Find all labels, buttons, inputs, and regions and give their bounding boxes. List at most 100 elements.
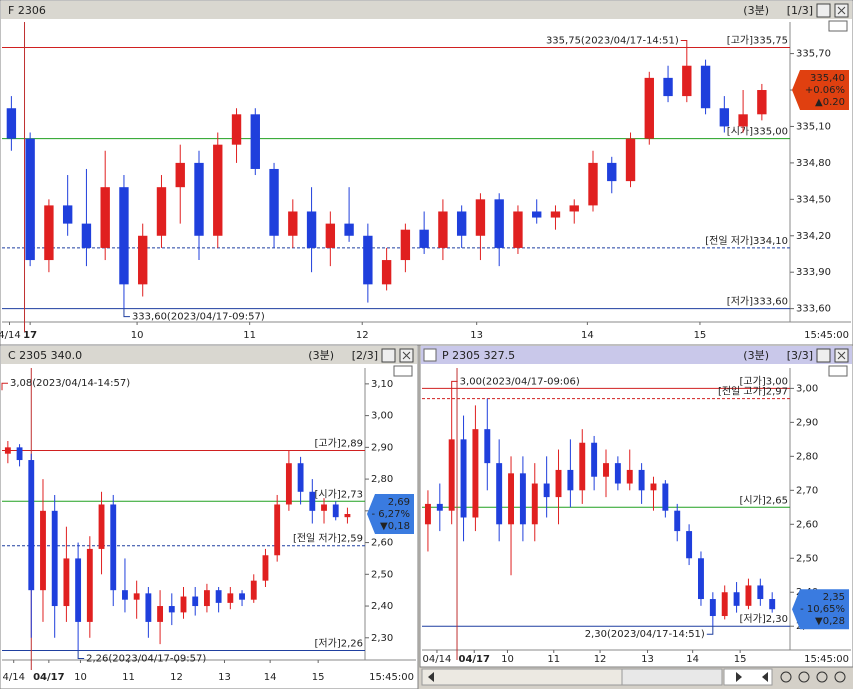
- candle-body: [460, 439, 467, 518]
- price-box-price: 2,35: [823, 592, 845, 603]
- candle-body: [400, 229, 411, 261]
- price-box-price: 2,69: [388, 497, 410, 508]
- panel-close-button[interactable]: [834, 3, 849, 18]
- scrollbar[interactable]: [421, 668, 846, 686]
- panel-page: [1/3]: [787, 4, 813, 17]
- x-tick-label: 14: [264, 672, 277, 683]
- panel-close-button[interactable]: [399, 348, 414, 363]
- price-box-change: ▼0,18: [380, 521, 410, 532]
- x-tick-label: 12: [356, 330, 369, 341]
- y-tick-label: 333,90: [796, 267, 831, 278]
- y-tick-label: 2,30: [371, 633, 393, 644]
- annotation-label: 2,26(2023/04/17-09:57): [86, 653, 206, 664]
- candle-body: [28, 460, 35, 591]
- x-tick-label: 17: [23, 330, 37, 341]
- candle-body: [709, 599, 716, 617]
- candle-body: [531, 483, 538, 525]
- reference-label: [저가]2,30: [740, 613, 788, 625]
- reference-label: [전일 저가]334,10: [705, 235, 788, 247]
- candle-body: [494, 199, 504, 248]
- y-tick-label: 3,00: [796, 383, 818, 394]
- panel-checkbox[interactable]: [423, 348, 437, 362]
- candle-body: [98, 504, 105, 549]
- y-tick-label: 2,60: [371, 538, 393, 549]
- zoom-out[interactable]: [798, 671, 810, 683]
- panel-settings-button[interactable]: [381, 348, 396, 363]
- candle-body: [213, 144, 223, 236]
- candle-body: [519, 473, 526, 525]
- candle-body: [344, 223, 354, 236]
- candle-body: [145, 593, 152, 622]
- x-tick-label: 04/17: [458, 654, 490, 665]
- reference-label: [고가]2,89: [315, 438, 363, 450]
- chart-panel: C 2305 340.0(3분)[2/3]3,103,002,902,802,7…: [0, 344, 419, 689]
- annotation-arrow: [680, 40, 688, 48]
- price-box-price: 335,40: [810, 73, 845, 84]
- y-tick-label: 3,00: [371, 411, 393, 422]
- panel-lock-icon[interactable]: [393, 365, 413, 377]
- candle-body: [438, 211, 448, 248]
- annotation-arrow: [77, 650, 85, 659]
- candle-body: [297, 463, 304, 492]
- panel-settings-button[interactable]: [816, 348, 831, 363]
- title-bar: [1, 346, 417, 364]
- candle-body: [239, 593, 245, 600]
- candle-body: [63, 558, 70, 607]
- panel-lock-icon[interactable]: [828, 365, 848, 377]
- candle-body: [543, 483, 550, 498]
- candle-body: [614, 463, 621, 484]
- candle-body: [424, 503, 431, 525]
- panel-close-button[interactable]: [834, 348, 849, 363]
- panel-settings-button[interactable]: [816, 3, 831, 18]
- candle-body: [75, 558, 82, 622]
- candle-body: [721, 592, 728, 617]
- panel-period: (3분): [743, 4, 769, 17]
- candle-body: [484, 429, 491, 464]
- reference-label: [고가]3,00: [740, 375, 788, 387]
- reference-label: [전일 저가]2,59: [293, 533, 363, 545]
- panel-lock-icon[interactable]: [828, 20, 848, 32]
- zoom-search[interactable]: [834, 671, 846, 683]
- candle-body: [138, 235, 148, 285]
- candle-body: [733, 592, 740, 606]
- candle-body: [16, 447, 23, 461]
- y-tick-label: 334,80: [796, 158, 831, 169]
- candle-body: [650, 483, 657, 491]
- candle-body: [508, 473, 514, 525]
- zoom-reset[interactable]: [816, 671, 828, 683]
- x-tick-label: 04/17: [33, 672, 65, 683]
- x-tick-label: 12: [170, 672, 183, 683]
- price-box-change-pct: +0.06%: [805, 85, 845, 96]
- x-tick-label: 13: [470, 330, 483, 341]
- candle-body: [227, 593, 234, 603]
- annotation-arrow: [123, 308, 130, 318]
- y-tick-label: 2,80: [371, 474, 393, 485]
- candle-body: [674, 510, 681, 532]
- candle-body: [626, 469, 633, 484]
- reference-label: [고가]335,75: [727, 35, 788, 47]
- x-tick-label: 13: [641, 654, 654, 665]
- scroll-thumb[interactable]: [621, 668, 723, 686]
- candle-body: [133, 593, 140, 600]
- candle-body: [250, 580, 257, 600]
- candle-body: [250, 114, 260, 169]
- candle-body: [81, 223, 92, 248]
- annotation-label: 335,75(2023/04/17-14:51): [546, 36, 679, 47]
- x-tick-label: 04/14: [423, 654, 452, 665]
- y-tick-label: 2,80: [796, 451, 818, 462]
- candle-body: [569, 205, 579, 212]
- reference-label: [시가]2,65: [740, 494, 788, 506]
- candle-body: [309, 491, 316, 511]
- panel-frame: [0, 344, 419, 689]
- candle-body: [269, 168, 279, 236]
- candle-body: [638, 469, 645, 491]
- candle-body: [40, 510, 46, 591]
- scroll-track[interactable]: [421, 668, 623, 686]
- zoom-in[interactable]: [780, 671, 792, 683]
- candle-body: [769, 599, 776, 610]
- candle-body: [194, 162, 204, 236]
- x-tick-label: 10: [501, 654, 514, 665]
- y-tick-label: 334,50: [796, 194, 831, 205]
- candle-body: [192, 596, 199, 607]
